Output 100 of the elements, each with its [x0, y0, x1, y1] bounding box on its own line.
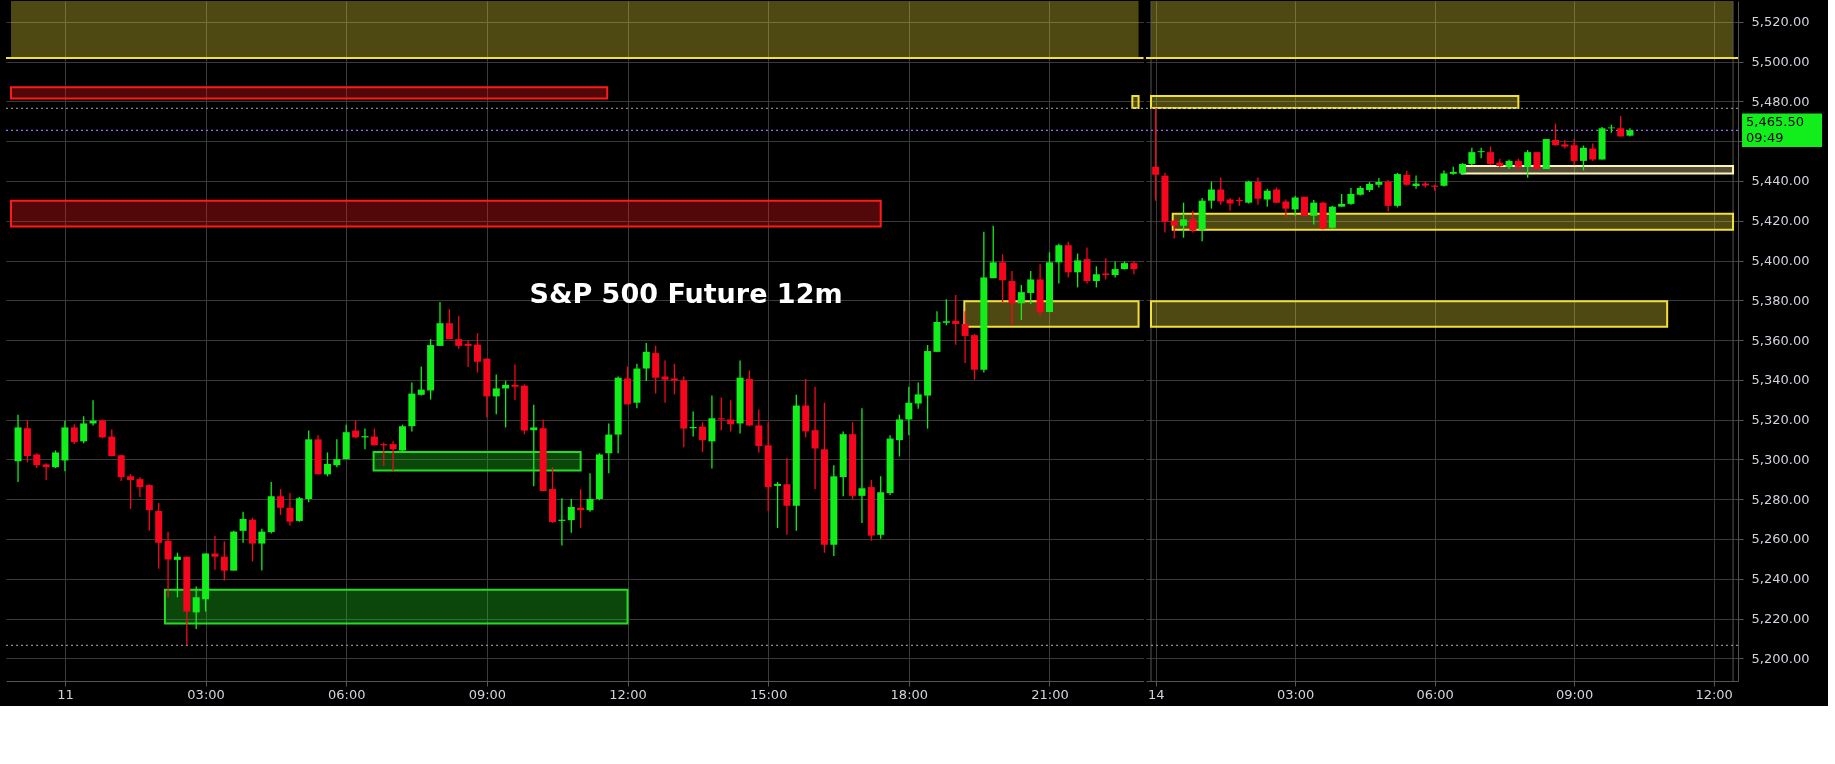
- candlestick: [1486, 145, 1494, 166]
- x-tick-label: 03:00: [1276, 686, 1315, 702]
- candlestick: [727, 399, 735, 433]
- candlestick: [286, 492, 294, 527]
- candlestick: [1282, 198, 1290, 219]
- candlestick: [1180, 202, 1188, 239]
- candlestick: [1570, 138, 1578, 166]
- candlestick: [1328, 205, 1336, 230]
- candlestick: [323, 451, 331, 477]
- y-tick-label: 5,500.00: [1751, 54, 1810, 70]
- candlestick: [811, 386, 819, 490]
- candlestick: [708, 394, 716, 470]
- ref-line-label: 5,465.50 09:49: [1746, 114, 1804, 146]
- candlestick: [895, 414, 903, 458]
- candlestick: [173, 552, 181, 598]
- candlestick: [755, 408, 763, 454]
- y-tick-label: 5,480.00: [1751, 93, 1810, 109]
- candlestick: [1561, 139, 1569, 150]
- candlestick: [1524, 149, 1532, 179]
- candlestick: [1092, 265, 1100, 289]
- candlestick: [108, 428, 116, 458]
- x-tick-label: 15:00: [749, 686, 788, 702]
- candlestick: [1189, 209, 1197, 234]
- candlestick: [1152, 107, 1160, 202]
- candlestick: [567, 498, 575, 534]
- candlestick: [1226, 197, 1234, 212]
- candlestick: [389, 440, 397, 472]
- x-tick-label: 14: [1147, 686, 1165, 702]
- candlestick: [905, 386, 913, 437]
- candlestick: [1008, 270, 1016, 326]
- x-tick-label: 18:00: [890, 686, 929, 702]
- candlestick: [530, 404, 538, 487]
- candlestick: [952, 294, 960, 346]
- y-tick-label: 5,520.00: [1751, 14, 1810, 30]
- candlestick: [239, 511, 247, 544]
- candlestick: [1074, 252, 1082, 289]
- candlestick: [436, 301, 444, 347]
- candlestick: [989, 225, 997, 279]
- candlestick: [858, 407, 866, 524]
- x-tick-label: 21:00: [1031, 686, 1069, 702]
- candlestick: [1055, 242, 1063, 285]
- candlestick: [670, 363, 678, 396]
- candlestick: [1207, 180, 1215, 210]
- candlestick: [1291, 195, 1299, 217]
- candlestick: [117, 453, 125, 482]
- candlestick: [277, 488, 285, 516]
- candlestick: [605, 422, 613, 474]
- x-tick-label: 03:00: [187, 686, 225, 702]
- candlestick: [999, 253, 1007, 303]
- candlestick: [464, 339, 472, 368]
- y-tick-label: 5,440.00: [1751, 173, 1810, 189]
- y-tick-label: 5,320.00: [1751, 412, 1810, 428]
- candlestick: [1310, 199, 1318, 226]
- candlestick: [1254, 176, 1262, 206]
- candlestick: [1017, 284, 1025, 321]
- x-tick-label: 12:00: [1695, 686, 1733, 702]
- candlestick: [258, 528, 266, 572]
- candlestick: [333, 438, 341, 468]
- y-tick-label: 5,420.00: [1751, 213, 1810, 229]
- candlestick: [699, 421, 707, 453]
- text: S&P 500 Future 12m: [529, 278, 843, 309]
- candlestick: [774, 481, 782, 529]
- candlestick: [295, 496, 303, 523]
- candlestick: [70, 423, 78, 445]
- candlestick: [783, 457, 791, 536]
- candlestick: [1552, 122, 1560, 147]
- candlestick: [80, 415, 88, 444]
- y-tick-label: 5,360.00: [1751, 332, 1810, 348]
- candlestick: [127, 473, 135, 510]
- candlestick: [211, 535, 219, 571]
- candlestick: [1102, 257, 1110, 281]
- x-tick-label: 11: [57, 686, 74, 702]
- candlestick: [455, 315, 463, 350]
- y-tick-label: 5,380.00: [1751, 292, 1810, 308]
- candlestick: [1083, 246, 1091, 285]
- y-tick-label: 5,240.00: [1751, 571, 1810, 587]
- candlestick: [961, 310, 969, 364]
- x-tick-label: 06:00: [1416, 686, 1454, 702]
- candlestick: [914, 381, 922, 410]
- candlestick: [1375, 177, 1383, 189]
- candlestick: [642, 342, 650, 382]
- x-tick-label: 09:00: [1555, 686, 1594, 702]
- candlestick: [661, 359, 669, 404]
- candlestick: [1027, 270, 1035, 305]
- x-tick-label: 09:00: [468, 686, 507, 702]
- candlestick: [417, 365, 425, 397]
- candlestick: [248, 517, 256, 563]
- candlestick: [1217, 176, 1225, 206]
- y-tick-label: 5,280.00: [1751, 491, 1810, 507]
- candlestick: [98, 418, 106, 439]
- candlestick: [164, 530, 172, 598]
- candlestick: [136, 476, 144, 498]
- y-tick-label: 5,260.00: [1751, 531, 1810, 547]
- y-tick-label: 5,200.00: [1751, 650, 1810, 666]
- candlestick: [1579, 144, 1587, 172]
- candlestick: [492, 373, 500, 415]
- y-tick-label: 5,300.00: [1751, 451, 1810, 467]
- candlestick: [474, 332, 481, 374]
- x-tick-label: 12:00: [609, 686, 647, 702]
- y-tick-label: 5,340.00: [1751, 372, 1810, 388]
